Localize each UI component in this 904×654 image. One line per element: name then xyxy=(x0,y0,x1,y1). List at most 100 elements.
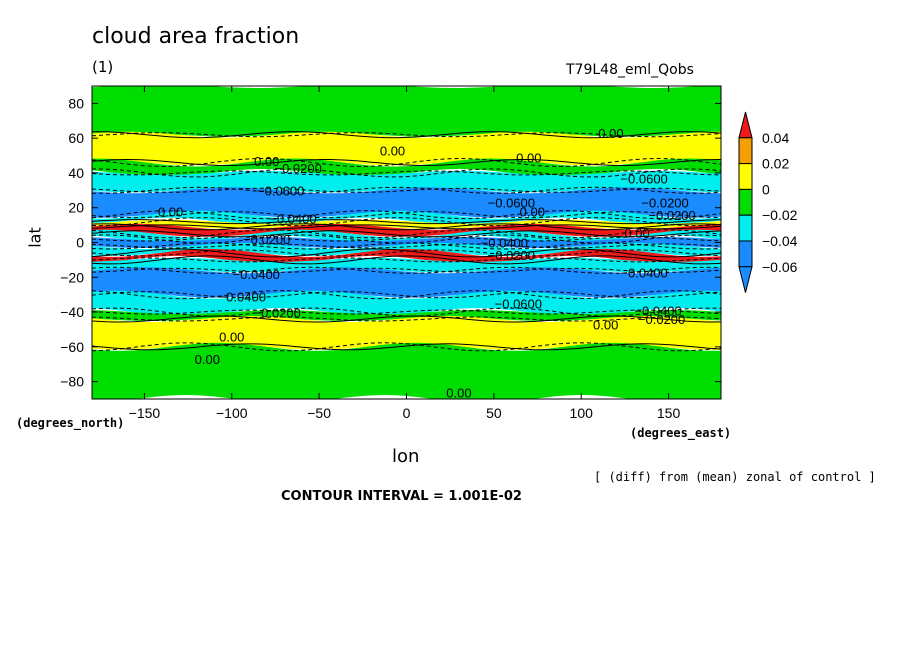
x-axis-units: (degrees_east) xyxy=(630,426,732,440)
y-tick-label: 0 xyxy=(76,235,84,251)
x-tick-label: 150 xyxy=(657,405,681,421)
contour-label: −0.0400 xyxy=(620,265,667,280)
contour-line xyxy=(92,211,721,219)
contour-line xyxy=(92,248,721,258)
lat-band-13 xyxy=(92,267,721,298)
y-axis-units: (degrees_north) xyxy=(16,416,125,430)
lat-band-16 xyxy=(92,316,721,350)
y-tick-label: 40 xyxy=(68,165,84,181)
lat-band-4 xyxy=(92,187,721,218)
contour-line xyxy=(92,290,721,300)
lat-band-2 xyxy=(92,158,721,177)
colorbar-segment xyxy=(738,214,753,242)
contour-label: −0.0200 xyxy=(488,248,535,263)
contour-line xyxy=(92,224,721,230)
contour-label: 0.00 xyxy=(254,154,279,169)
dataset-label: T79L48_eml_Qobs xyxy=(566,62,694,78)
contour-line xyxy=(92,315,721,323)
contour-label: −0.0200 xyxy=(243,232,290,247)
x-tick-label: 0 xyxy=(403,405,411,421)
contour-line xyxy=(92,210,721,220)
colorbar-segment xyxy=(738,137,753,165)
lat-band-7 xyxy=(92,223,721,237)
x-tick-label: 50 xyxy=(486,405,502,421)
contour-label: −0.0200 xyxy=(254,305,301,320)
x-tick-label: −50 xyxy=(307,405,331,421)
contour-label: −0.0600 xyxy=(620,171,667,186)
contour-line xyxy=(92,291,721,299)
colorbar-label: 0 xyxy=(762,181,770,197)
contour-interval: CONTOUR INTERVAL = 1.001E-02 xyxy=(281,489,522,504)
contour-line xyxy=(92,242,721,250)
contour-label: 0.00 xyxy=(593,317,618,332)
y-tick-label: −20 xyxy=(60,269,84,285)
contour-label: 0.00 xyxy=(598,126,623,141)
contour-label: −0.0400 xyxy=(233,267,280,282)
colorbar-label: 0.04 xyxy=(762,130,789,146)
contour-label: −0.0600 xyxy=(488,196,535,211)
y-tick-label: −80 xyxy=(60,374,84,390)
contour-line xyxy=(92,157,721,168)
lat-band-0 xyxy=(92,86,721,137)
x-axis-label: lon xyxy=(392,446,420,467)
contour-line xyxy=(92,168,721,178)
y-tick-label: 60 xyxy=(68,130,84,146)
y-tick-label: −40 xyxy=(60,304,84,320)
contour-labels: 0.000.00−0.02000.000.00−0.0600−0.0600−0.… xyxy=(158,126,696,400)
x-tick-label: −150 xyxy=(129,405,161,421)
y-axis-ticks: 80 60 40 20 0 −20 −40 −60 −80 xyxy=(60,95,721,390)
contour-label: −0.0400 xyxy=(219,290,266,305)
contour-label: 0.00 xyxy=(446,385,471,400)
y-tick-label: −60 xyxy=(60,339,84,355)
contour-lines xyxy=(92,131,721,352)
colorbar-segment xyxy=(738,188,753,216)
x-tick-label: 100 xyxy=(570,405,594,421)
contour-label: −0.0600 xyxy=(495,297,542,312)
chart-title: cloud area fraction xyxy=(92,24,300,49)
colorbar-segment xyxy=(738,266,753,293)
contour-line xyxy=(92,266,721,274)
colorbar: 0.04 0.02 0 −0.02 −0.04 −0.06 xyxy=(738,111,798,293)
contour-label: −0.0200 xyxy=(274,161,321,176)
contour-label: −0.0200 xyxy=(641,196,688,211)
colorbar-label: −0.06 xyxy=(762,259,798,275)
contour-label: 0.00 xyxy=(624,225,649,240)
lat-band-17 xyxy=(92,342,721,399)
lat-band-6 xyxy=(92,219,721,229)
diff-note: [ (diff) from (mean) zonal of control ] xyxy=(594,470,876,484)
colorbar-segment xyxy=(738,163,753,190)
y-tick-label: 20 xyxy=(68,200,84,216)
lat-band-1 xyxy=(92,131,721,166)
colorbar-label: −0.02 xyxy=(762,207,798,223)
x-tick-label: −100 xyxy=(216,405,248,421)
contour-label: −0.0400 xyxy=(634,304,681,319)
chart-subtitle: (1) xyxy=(92,58,114,76)
colorbar-segment xyxy=(738,111,753,139)
y-tick-label: 80 xyxy=(68,95,84,111)
contour-line xyxy=(92,217,721,227)
contour-label: −0.0200 xyxy=(648,208,695,223)
contour-label: 0.00 xyxy=(195,352,220,367)
colorbar-segment xyxy=(738,240,753,268)
contour-line xyxy=(92,223,721,231)
x-axis-ticks: −150 −100 −50 0 50 100 150 xyxy=(129,86,681,421)
contour-line xyxy=(92,342,721,352)
contour-label: −0.0400 xyxy=(269,211,316,226)
contour-label: 0.00 xyxy=(516,151,541,166)
colorbar-label: −0.04 xyxy=(762,233,798,249)
colorbar-label: 0.02 xyxy=(762,156,789,172)
contour-label: −0.0600 xyxy=(257,184,304,199)
contour-line xyxy=(92,186,721,194)
contour-label: 0.00 xyxy=(380,144,405,159)
lat-band-8 xyxy=(92,229,721,243)
contour-label: 0.00 xyxy=(219,330,244,345)
contour-line xyxy=(92,229,721,239)
contour-line xyxy=(92,255,721,265)
lat-band-3 xyxy=(92,170,721,193)
contour-label: 0.00 xyxy=(158,204,183,219)
contour-line xyxy=(92,219,721,225)
contour-label: 0.00 xyxy=(520,204,545,219)
contour-line xyxy=(92,131,721,139)
contour-label: −0.0400 xyxy=(481,236,528,251)
